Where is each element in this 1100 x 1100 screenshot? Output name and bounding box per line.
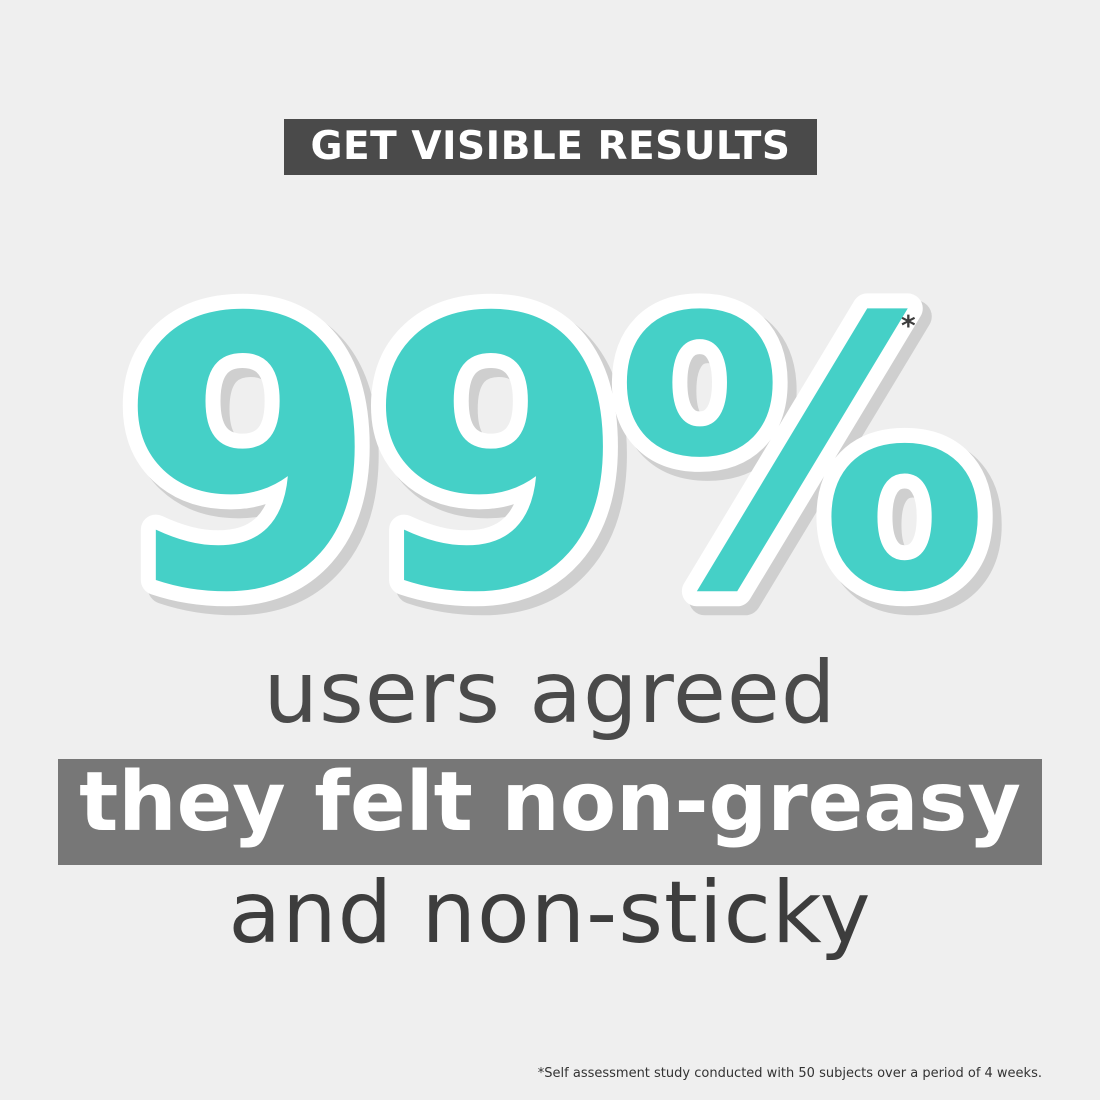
footnote: *Self assessment study conducted with 50…	[537, 1066, 1042, 1081]
highlight-band	[58, 759, 1042, 865]
stat-value: 99%	[118, 240, 983, 675]
claim-line-2: they felt non-greasy	[79, 755, 1021, 850]
claim-line-3: and non-sticky	[228, 863, 872, 963]
stat-outline: 99%	[118, 240, 983, 675]
stat-footnote-marker: *	[901, 309, 916, 342]
stat-shadow: 99%	[126, 248, 991, 683]
claim-line-1: users agreed	[263, 643, 837, 743]
headline-badge: GET VISIBLE RESULTS	[284, 119, 817, 175]
stat-graphic: 99% 99% 99%	[103, 225, 1019, 699]
